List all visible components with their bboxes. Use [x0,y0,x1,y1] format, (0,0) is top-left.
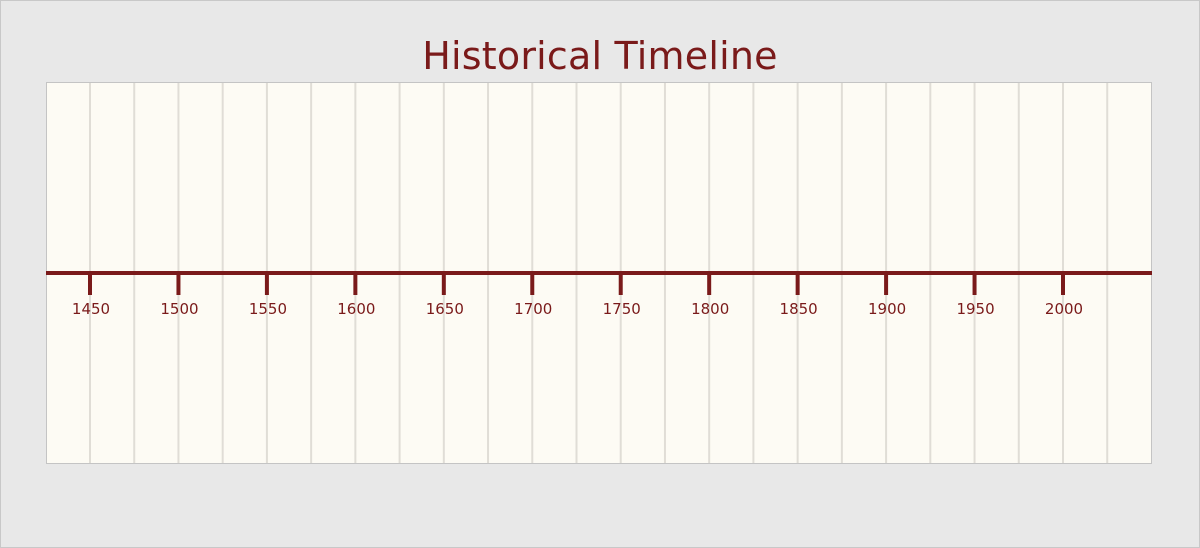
tick-label-1800: 1800 [691,300,729,318]
tick-label-1600: 1600 [337,300,375,318]
page-title: Historical Timeline [422,34,778,78]
tick-label-1900: 1900 [868,300,906,318]
tick-label-1850: 1850 [780,300,818,318]
tick-label-1550: 1550 [249,300,287,318]
tick-label-1700: 1700 [514,300,552,318]
tick-label-1500: 1500 [160,300,198,318]
tick-label-2000: 2000 [1045,300,1083,318]
tick-label-1950: 1950 [956,300,994,318]
tick-label-1450: 1450 [72,300,110,318]
tick-label-1750: 1750 [603,300,641,318]
tick-label-1650: 1650 [426,300,464,318]
